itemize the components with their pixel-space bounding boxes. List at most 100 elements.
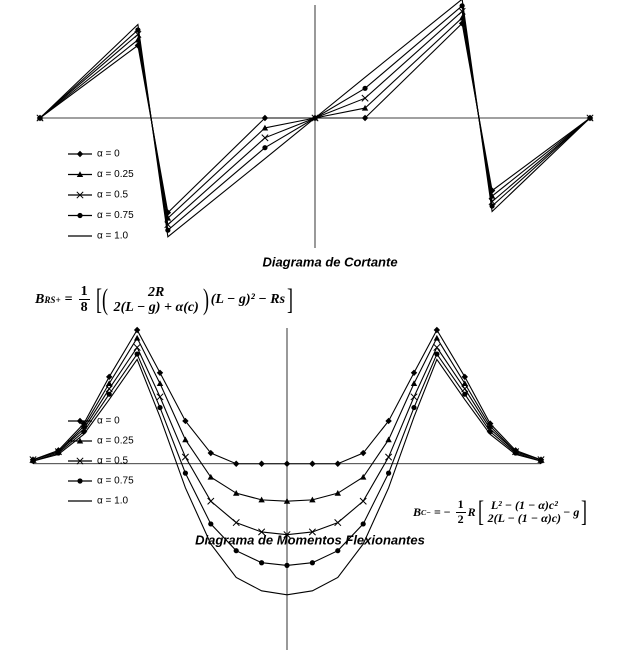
legend-label: α = 0 xyxy=(97,416,120,427)
formula-num: 2R xyxy=(148,284,165,300)
legend-item: α = 0.5 xyxy=(68,456,129,467)
formula-num: 1 xyxy=(455,497,466,513)
marker xyxy=(182,436,189,443)
marker xyxy=(334,460,341,467)
legend-item: α = 0.25 xyxy=(68,169,134,180)
marker xyxy=(76,191,84,199)
marker xyxy=(334,519,342,527)
formula-den: 2(L − (1 − α)c) xyxy=(487,511,562,525)
marker xyxy=(461,373,468,381)
marker xyxy=(76,437,84,444)
chart-title: Diagrama de Momentos Flexionantes xyxy=(195,532,425,547)
marker xyxy=(106,391,112,397)
marker xyxy=(433,343,441,351)
marker xyxy=(165,227,171,233)
legend-label: α = 1.0 xyxy=(97,496,129,507)
marker xyxy=(181,453,189,461)
formula-lhs: B xyxy=(35,291,45,307)
marker xyxy=(106,380,113,387)
marker xyxy=(182,417,189,425)
marker xyxy=(283,531,291,539)
marker xyxy=(309,496,316,503)
formula-tail: − g xyxy=(563,504,580,519)
legend-label: α = 0.75 xyxy=(97,476,134,487)
marker xyxy=(207,473,214,480)
marker xyxy=(385,453,393,461)
legend-item: α = 0.75 xyxy=(68,476,134,487)
marker xyxy=(182,470,188,476)
marker xyxy=(233,548,239,554)
marker xyxy=(259,560,265,566)
marker xyxy=(156,380,164,387)
chart-title: Diagrama de Cortante xyxy=(262,254,397,269)
marker xyxy=(462,391,468,397)
marker xyxy=(157,404,163,411)
legend-item: α = 0.5 xyxy=(68,190,129,201)
formula-den: 2(L − g) + α(c) xyxy=(113,299,199,315)
marker xyxy=(461,380,468,387)
formula-sign: = xyxy=(64,291,73,307)
formula-fraction: 2R 2(L − g) + α(c) xyxy=(114,285,199,316)
formula-sub: RS+ xyxy=(44,294,61,305)
formula-mid: R xyxy=(467,504,476,519)
marker xyxy=(309,460,316,467)
formula-den: 8 xyxy=(80,300,88,316)
marker xyxy=(76,150,84,158)
marker xyxy=(410,380,418,387)
formula-fraction: L² − (1 − α)c² 2(L − (1 − α)c) xyxy=(487,498,562,525)
marker xyxy=(410,393,418,401)
marker xyxy=(385,436,392,443)
marker xyxy=(133,326,141,334)
marker xyxy=(258,496,265,503)
marker xyxy=(134,351,140,357)
legend-label: α = 0.75 xyxy=(97,210,134,221)
series-line xyxy=(32,358,542,596)
marker xyxy=(335,548,341,554)
legend-label: α = 0.5 xyxy=(97,190,129,201)
marker xyxy=(261,124,269,131)
marker xyxy=(385,417,392,425)
marker xyxy=(283,498,291,504)
marker xyxy=(207,449,214,457)
legend-label: α = 0.25 xyxy=(97,436,134,447)
formula-den: 2 xyxy=(457,511,464,526)
marker xyxy=(360,449,367,457)
formula-sub: C− xyxy=(421,507,431,517)
marker xyxy=(76,457,84,465)
legend-label: α = 0.25 xyxy=(97,169,134,180)
legend-item: α = 0 xyxy=(68,416,120,427)
marker xyxy=(208,521,214,527)
marker xyxy=(258,528,266,536)
marker xyxy=(77,212,83,219)
legend-item: α = 0 xyxy=(68,149,120,160)
legend-item: α = 1.0 xyxy=(68,496,129,507)
marker xyxy=(233,489,240,496)
marker xyxy=(77,478,83,484)
marker xyxy=(261,134,269,142)
marker xyxy=(284,562,290,569)
marker xyxy=(133,343,141,351)
marker xyxy=(308,528,316,536)
marker xyxy=(411,404,417,411)
legend-label: α = 0.5 xyxy=(97,456,129,467)
marker xyxy=(283,460,291,467)
marker xyxy=(433,334,441,341)
marker xyxy=(434,351,440,357)
legend-label: α = 1.0 xyxy=(97,231,129,242)
marker xyxy=(309,560,315,566)
marker xyxy=(258,460,265,467)
marker xyxy=(433,326,441,334)
marker xyxy=(459,3,465,9)
series-line xyxy=(39,0,591,238)
marker xyxy=(76,171,84,178)
marker xyxy=(106,373,113,381)
marker xyxy=(233,460,240,467)
legend-label: α = 0 xyxy=(97,149,120,160)
marker xyxy=(410,369,418,376)
marker xyxy=(261,114,269,122)
